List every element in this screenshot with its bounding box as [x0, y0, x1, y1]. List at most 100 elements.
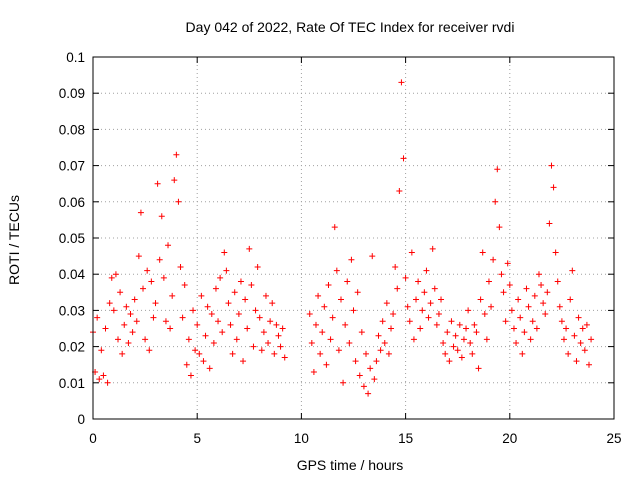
- y-tick-label: 0.02: [59, 340, 85, 355]
- data-point: [227, 321, 234, 328]
- data-point: [542, 311, 549, 318]
- data-point: [204, 303, 211, 310]
- data-point: [450, 343, 457, 350]
- data-point: [381, 339, 388, 346]
- data-point: [398, 79, 405, 86]
- data-point: [575, 314, 582, 321]
- data-point: [327, 336, 334, 343]
- data-point: [185, 336, 192, 343]
- data-point: [129, 329, 136, 336]
- data-point: [504, 260, 511, 267]
- data-point: [221, 249, 228, 256]
- y-tick-label: 0.03: [59, 303, 85, 318]
- x-tick-label: 25: [606, 431, 621, 446]
- data-point: [96, 376, 103, 383]
- data-point: [179, 314, 186, 321]
- data-point: [158, 213, 165, 220]
- data-point: [333, 267, 340, 274]
- data-point: [442, 350, 449, 357]
- data-point: [400, 155, 407, 162]
- data-point: [581, 347, 588, 354]
- data-point: [160, 274, 167, 281]
- data-point: [187, 372, 194, 379]
- data-point: [475, 365, 482, 372]
- data-point: [488, 303, 495, 310]
- data-point: [410, 336, 417, 343]
- data-point: [485, 278, 492, 285]
- data-point: [217, 274, 224, 281]
- data-point: [137, 209, 144, 216]
- data-point: [583, 321, 590, 328]
- data-point: [154, 180, 161, 187]
- data-point: [360, 383, 367, 390]
- data-point: [369, 253, 376, 260]
- y-tick-label: 0.1: [66, 50, 85, 65]
- data-point: [396, 187, 403, 194]
- data-point: [208, 311, 215, 318]
- data-point: [317, 350, 324, 357]
- y-tick-label: 0.09: [59, 86, 85, 101]
- data-point: [523, 285, 530, 292]
- data-point: [246, 245, 253, 252]
- data-point: [235, 311, 242, 318]
- data-point: [431, 285, 438, 292]
- x-tick-label: 20: [502, 431, 517, 446]
- data-point: [140, 285, 147, 292]
- data-point: [169, 292, 176, 299]
- data-point: [419, 307, 426, 314]
- data-point: [112, 271, 119, 278]
- data-point: [173, 151, 180, 158]
- data-point: [356, 372, 363, 379]
- data-point: [538, 282, 545, 289]
- data-point: [277, 343, 284, 350]
- data-point: [402, 274, 409, 281]
- data-point: [375, 332, 382, 339]
- data-point: [335, 347, 342, 354]
- data-point: [390, 311, 397, 318]
- y-tick-label: 0.06: [59, 195, 85, 210]
- x-axis-ticks: 0 5 10 15 20 25: [89, 57, 622, 446]
- data-point: [312, 321, 319, 328]
- data-point: [344, 278, 351, 285]
- data-point: [196, 350, 203, 357]
- data-point: [469, 350, 476, 357]
- data-point: [479, 249, 486, 256]
- data-point: [388, 325, 395, 332]
- data-point: [471, 321, 478, 328]
- data-point: [131, 296, 138, 303]
- data-point: [565, 350, 572, 357]
- data-point: [373, 358, 380, 365]
- data-point: [502, 318, 509, 325]
- data-point: [108, 274, 115, 281]
- data-point: [150, 314, 157, 321]
- data-point: [513, 339, 520, 346]
- data-point: [498, 271, 505, 278]
- data-point: [408, 249, 415, 256]
- data-point: [325, 282, 332, 289]
- data-point: [473, 329, 480, 336]
- grid-lines: [93, 57, 614, 419]
- data-point: [444, 329, 451, 336]
- y-axis-label: ROTI / TECUs: [6, 195, 22, 285]
- data-point: [569, 267, 576, 274]
- data-point: [198, 292, 205, 299]
- data-point: [308, 339, 315, 346]
- data-point: [260, 329, 267, 336]
- data-point: [458, 354, 465, 361]
- data-point: [133, 318, 140, 325]
- data-point: [98, 347, 105, 354]
- data-point: [269, 300, 276, 307]
- data-point: [242, 296, 249, 303]
- data-point: [106, 300, 113, 307]
- data-point: [167, 325, 174, 332]
- data-point: [306, 311, 313, 318]
- x-tick-label: 0: [89, 431, 97, 446]
- data-point: [194, 321, 201, 328]
- data-point: [146, 347, 153, 354]
- data-point: [94, 314, 101, 321]
- data-point: [346, 339, 353, 346]
- data-point: [577, 339, 584, 346]
- data-point: [535, 271, 542, 278]
- data-point: [265, 339, 272, 346]
